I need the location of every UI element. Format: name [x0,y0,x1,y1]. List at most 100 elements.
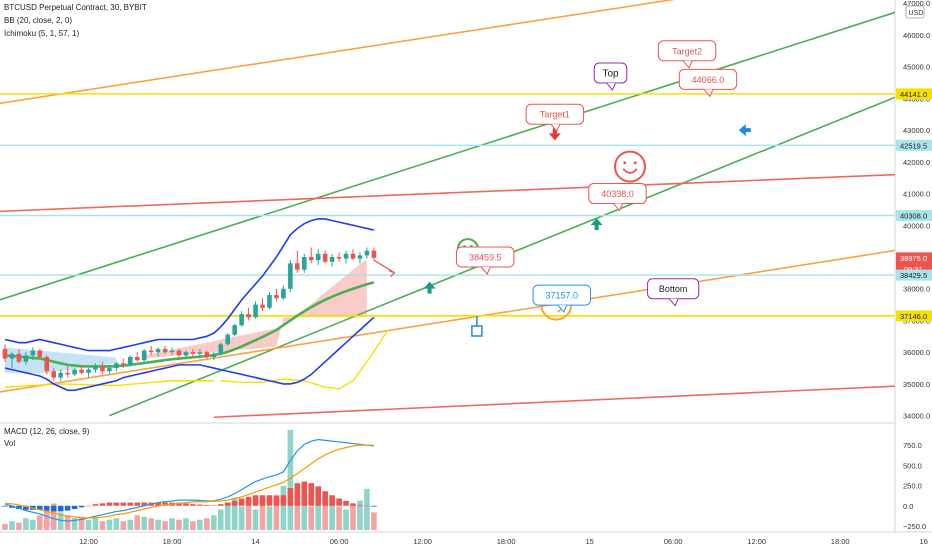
callout-tail [668,298,679,307]
macd-histogram-bar [322,491,328,506]
candle [37,349,43,359]
candle [9,352,15,369]
macd-histogram-bar [217,504,224,506]
macd-histogram-bar [294,483,301,506]
candle-body [301,257,307,270]
trendline-orange-upper [0,0,676,105]
volume-bar [183,518,189,530]
candle-body [204,352,210,357]
candle [114,361,119,372]
marker-arrow-down [548,128,561,141]
macd-histogram-bar [176,502,182,506]
callout-tail [682,60,693,69]
macd-histogram-bar [92,504,99,506]
macd-histogram-bar [287,488,294,506]
candle-body [141,350,147,361]
macd-histogram-bar [155,502,161,506]
price-label: 38975.0 09:31 [896,252,932,275]
ichimoku-lagging-line [220,329,389,390]
candle [176,349,182,357]
candle-body [121,363,126,365]
candle-body [16,353,22,362]
candle-body [162,349,168,353]
candle [308,247,314,264]
chart-title: BTCUSD Perpetual Contract, 30, BYBIT [4,3,147,12]
candle-body [211,353,217,357]
macd-histogram-bar [252,495,259,506]
candle [267,291,272,310]
macd-histogram-bar [141,502,147,506]
candle [65,366,70,378]
volume-bar [127,519,134,530]
volume-bar [364,488,370,530]
volume-bar [2,524,8,530]
price-axis: 34000.035000.036000.037000.038000.039000… [896,0,932,421]
price-tick-label: 41000.0 [903,190,930,199]
price-tick-label: 36000.0 [903,348,930,357]
ema-line [4,281,375,368]
trendline-green-lower [109,96,895,417]
candle [190,349,196,357]
candle-body [190,352,196,354]
price-tick-label: 40000.0 [903,221,930,230]
candle [72,368,77,376]
candle [350,249,356,261]
macd-histogram-bar [183,503,189,506]
candle-body [176,350,182,356]
volume-bar [280,485,287,530]
candle-body [253,304,258,318]
candle [148,345,154,356]
callout-tail [606,82,616,91]
candle-body [260,304,265,308]
macd-histogram-bar [37,505,43,510]
macd-histogram-bar [259,495,266,506]
volume-bar [85,519,92,530]
candle-body [169,350,175,353]
macd-histogram-bar [50,505,57,512]
macd-histogram-bar [57,505,64,512]
candle [253,301,258,319]
marker-arrow-up [590,218,603,231]
macd-histogram-bar [43,505,50,511]
macd-histogram-bar [315,486,321,506]
marker-arrow-left [738,124,751,137]
macd-histogram-bar [85,505,92,507]
candle-body [308,257,314,261]
trendline-red-upper [0,173,895,213]
candle [260,298,265,311]
candle-body [364,250,370,256]
candle-body [79,369,84,373]
price-label: 38429.5 [896,269,932,281]
candle-body [315,253,321,261]
macd-line [4,438,374,522]
volume-bar [224,503,231,530]
price-label-box [896,252,932,275]
macd-histogram-bar [371,505,377,507]
volume-bar [315,500,321,530]
price-tick-label: 43000.0 [903,126,930,135]
candle-body [72,369,77,375]
volume-bar [231,497,238,530]
candle [51,368,57,381]
candle [162,345,168,354]
macd-histogram-bar [245,496,252,506]
volume-bar [259,500,266,530]
time-tick-label: 18:00 [831,537,850,546]
candle [155,347,161,357]
callout-tail [550,123,561,133]
bb-upper-line [4,218,375,352]
currency-badge: USD [905,5,925,19]
macd-histogram-bar [308,483,315,506]
candle-body [218,344,224,354]
candle-body [114,363,119,369]
candle-body [107,368,112,372]
candle [86,368,91,378]
volume-bar [71,518,78,530]
price-tick-label: 35000.0 [903,380,930,389]
candle-body [9,353,15,359]
volume-bar [176,519,182,530]
macd-tick-label: 0.0 [903,502,913,511]
volume-bar [37,515,43,530]
callout-label: 37157.0 [546,291,579,301]
